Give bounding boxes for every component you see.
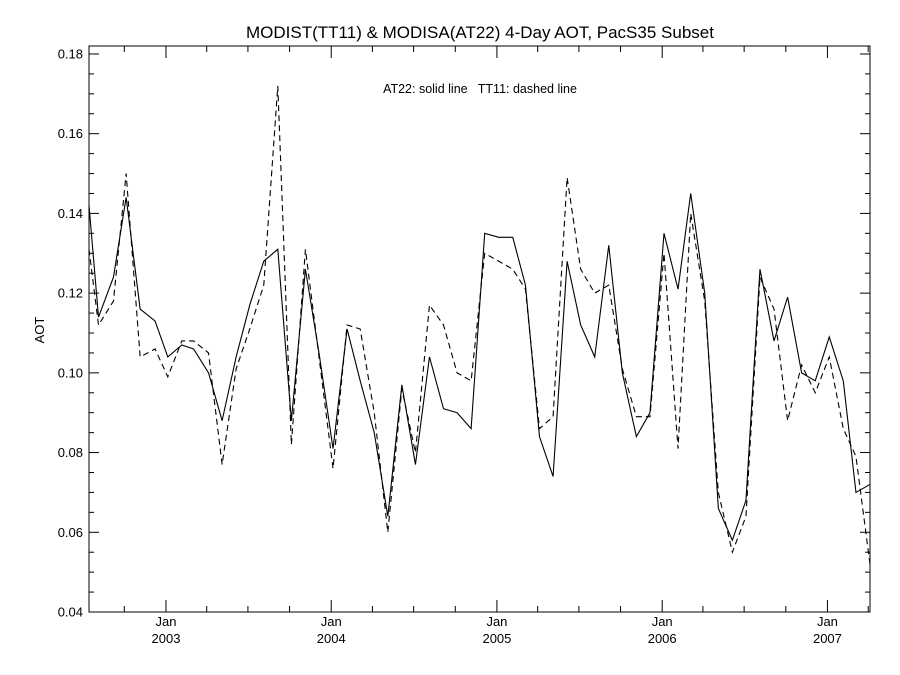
series-legend-annotation: AT22: solid line TT11: dashed line <box>383 82 577 96</box>
y-tick-label: 0.06 <box>58 525 83 540</box>
y-tick-label: 0.14 <box>58 206 83 221</box>
axes: 0.04 0.06 0.08 0.10 0.12 0.14 0.16 0.18 Jan 2003 J… <box>58 46 870 646</box>
x-tick-year-label: 2006 <box>648 631 677 646</box>
y-tick-label: 0.10 <box>58 365 83 380</box>
y-tick-label: 0.18 <box>58 46 83 61</box>
x-tick-month-label: Jan <box>652 614 673 629</box>
x-tick-year-label: 2007 <box>813 631 842 646</box>
x-tick-month-label: Jan <box>155 614 176 629</box>
chart-title: MODIST(TT11) & MODISA(AT22) 4-Day AOT, P… <box>246 23 714 42</box>
x-tick-year-label: 2004 <box>317 631 346 646</box>
y-tick-label: 0.16 <box>58 126 83 141</box>
series-line-tt11 <box>88 85 871 565</box>
x-tick-month-label: Jan <box>321 614 342 629</box>
y-tick-label: 0.12 <box>58 286 83 301</box>
x-tick-month-label: Jan <box>486 614 507 629</box>
plot-frame <box>88 45 871 613</box>
series-group <box>88 85 871 565</box>
x-tick-month-label: Jan <box>817 614 838 629</box>
series-line-at22 <box>88 193 871 542</box>
x-tick-year-label: 2005 <box>482 631 511 646</box>
x-tick-year-label: 2003 <box>152 631 181 646</box>
y-axis-label: AOT <box>32 317 47 344</box>
y-tick-label: 0.04 <box>58 605 83 620</box>
y-tick-label: 0.08 <box>58 445 83 460</box>
